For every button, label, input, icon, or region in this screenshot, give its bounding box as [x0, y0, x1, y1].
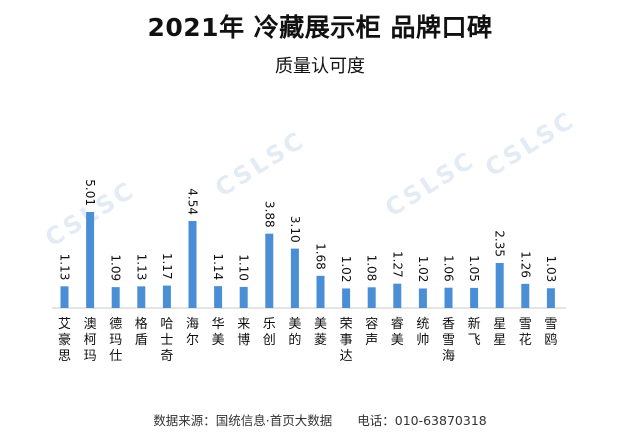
category-label-3: 格盾 [135, 316, 148, 348]
bar-14 [418, 288, 427, 308]
bar-1 [86, 212, 95, 308]
value-label-1: 5.01 [83, 179, 97, 206]
value-label-10: 1.68 [314, 243, 328, 270]
category-label-18: 雪花 [519, 317, 532, 348]
bar-2 [111, 287, 120, 308]
category-label-8: 乐创 [263, 317, 276, 348]
value-label-11: 1.02 [339, 256, 353, 283]
category-label-5: 海尔 [186, 317, 199, 348]
data-source-footer: 数据来源：国统信息·首页大数据 电话：010-63870318 [153, 413, 487, 428]
category-label-16: 新飞 [468, 316, 481, 348]
value-label-18: 1.26 [518, 251, 532, 278]
category-label-19: 雪鸥 [544, 317, 557, 348]
category-label-10: 美菱 [314, 317, 327, 348]
bar-19 [546, 288, 555, 308]
value-label-4: 1.17 [160, 253, 174, 280]
category-label-6: 华美 [212, 317, 225, 348]
value-label-9: 3.10 [288, 216, 302, 243]
category-label-14: 统帅 [416, 317, 429, 348]
bar-12 [367, 287, 376, 308]
bar-chart: 1.13 艾豪思 5.01 澳柯玛 1.09 德玛仕 1.13 格盾 1.17 哈士奇 4.54 海尔… [52, 179, 566, 364]
value-label-14: 1.02 [416, 256, 430, 283]
bar-9 [290, 248, 299, 308]
chart-title: 2021年 冷藏展示柜 品牌口碑 [147, 13, 493, 42]
bar-4 [162, 285, 171, 308]
value-label-15: 1.06 [442, 255, 456, 282]
bar-5 [188, 221, 197, 308]
category-label-11: 荣事达 [340, 317, 353, 364]
bar-18 [521, 283, 530, 308]
category-label-1: 澳柯玛 [84, 316, 97, 364]
chart-subtitle: 质量认可度 [275, 56, 365, 77]
value-label-5: 4.54 [186, 188, 200, 215]
category-label-17: 星星 [493, 317, 506, 348]
value-label-7: 1.10 [237, 254, 251, 281]
category-label-0: 艾豪思 [58, 317, 71, 364]
bar-17 [495, 262, 504, 308]
value-label-17: 2.35 [493, 230, 507, 257]
category-label-13: 睿美 [391, 317, 404, 348]
bar-10 [316, 275, 325, 308]
bar-7 [239, 286, 248, 308]
value-label-8: 3.88 [262, 201, 276, 228]
bar-8 [265, 233, 274, 308]
bar-15 [444, 287, 453, 308]
category-label-2: 德玛仕 [109, 317, 122, 364]
value-label-12: 1.08 [365, 255, 379, 282]
category-label-12: 容声 [365, 316, 378, 348]
value-label-16: 1.05 [467, 255, 481, 282]
bar-0 [60, 286, 69, 308]
value-label-19: 1.03 [544, 256, 558, 283]
bar-6 [214, 286, 223, 308]
category-label-4: 哈士奇 [160, 317, 173, 364]
category-label-9: 美的 [288, 317, 301, 348]
category-label-7: 来博 [237, 317, 250, 348]
value-label-3: 1.13 [134, 254, 148, 281]
value-label-0: 1.13 [58, 254, 72, 281]
value-label-6: 1.14 [211, 253, 225, 280]
value-label-2: 1.09 [109, 254, 123, 281]
bar-3 [137, 286, 146, 308]
bar-16 [470, 287, 479, 308]
value-label-13: 1.27 [390, 251, 404, 278]
bar-13 [393, 283, 402, 308]
bar-11 [342, 288, 351, 308]
category-label-15: 香雪海 [442, 317, 455, 364]
